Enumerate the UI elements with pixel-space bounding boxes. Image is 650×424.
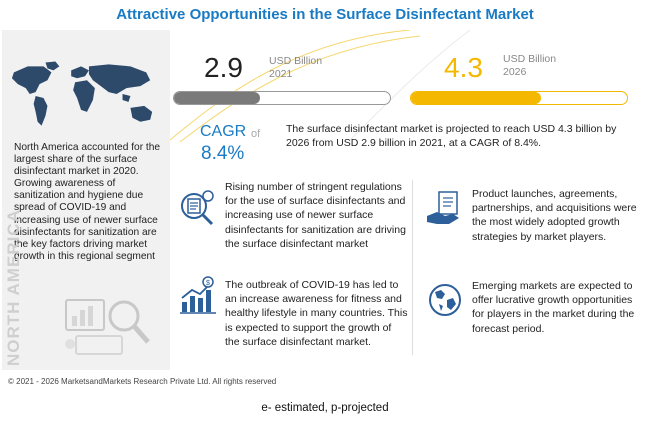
market-unit-2026: USD Billion 2026 bbox=[503, 53, 556, 79]
cagr-value: 8.4% bbox=[201, 143, 245, 164]
region-description: North America accounted for the largest … bbox=[14, 142, 161, 262]
unit-label-2026: USD Billion bbox=[503, 53, 557, 65]
insight-covid: The outbreak of COVID-19 has led to an i… bbox=[225, 279, 408, 348]
decorative-swirl-lines bbox=[170, 30, 471, 143]
cagr-label: CAGR bbox=[200, 123, 247, 140]
column-divider bbox=[412, 180, 413, 355]
market-value-2021: 2.9 bbox=[204, 52, 243, 83]
year-label-2026: 2026 bbox=[503, 66, 527, 78]
page-title: Attractive Opportunities in the Surface … bbox=[116, 6, 534, 23]
insight-strategies: Product launches, agreements, partnershi… bbox=[472, 188, 637, 243]
market-bar-2021 bbox=[173, 91, 391, 105]
insight-regulations: Rising number of stringent regulations f… bbox=[225, 181, 406, 250]
copyright-footer: © 2021 - 2026 MarketsandMarkets Research… bbox=[8, 377, 277, 386]
estimate-note: e- estimated, p-projected bbox=[261, 402, 389, 414]
insight-emerging-markets: Emerging markets are expected to offer l… bbox=[472, 280, 635, 335]
market-value-2026: 4.3 bbox=[444, 52, 483, 83]
market-bar-2026-fill bbox=[411, 92, 541, 104]
analytics-illustration-icon bbox=[65, 299, 150, 355]
cagr-of-label: of bbox=[251, 128, 261, 140]
region-watermark: NORTH AMERICA bbox=[4, 209, 44, 368]
handshake-agreement-icon bbox=[427, 191, 459, 224]
world-map-icon bbox=[11, 61, 153, 126]
market-bar-2026 bbox=[410, 91, 628, 105]
regulation-magnifier-icon bbox=[181, 190, 214, 226]
market-bar-2021-fill bbox=[174, 92, 261, 104]
year-label-2021: 2021 bbox=[269, 68, 293, 80]
market-unit-2021: USD Billion 2021 bbox=[269, 55, 322, 81]
cagr-description: The surface disinfectant market is proje… bbox=[286, 123, 617, 149]
summary-panel bbox=[170, 30, 645, 370]
region-watermark-text: NORTH AMERICA bbox=[4, 209, 23, 366]
svg-text:$: $ bbox=[206, 280, 210, 287]
growth-chart-dollar-icon: $ bbox=[180, 276, 216, 314]
unit-label-2021: USD Billion bbox=[269, 55, 323, 67]
globe-icon bbox=[429, 284, 461, 316]
